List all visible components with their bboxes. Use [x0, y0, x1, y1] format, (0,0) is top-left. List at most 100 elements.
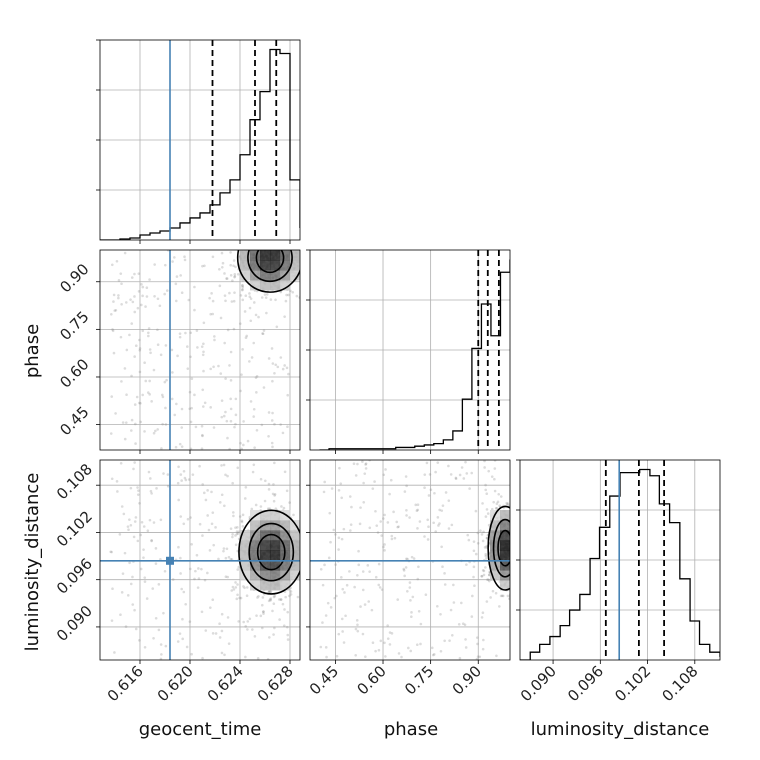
scatter-point [126, 525, 130, 528]
scatter-point [237, 530, 241, 533]
scatter-point [137, 272, 141, 275]
scatter-point [232, 327, 236, 331]
density-cell [240, 260, 251, 271]
scatter-point [243, 497, 247, 500]
scatter-point [272, 595, 276, 599]
scatter-point [260, 603, 264, 607]
density-cell [270, 520, 281, 531]
scatter-point [272, 236, 275, 239]
scatter-point [128, 561, 131, 565]
scatter-point [476, 655, 480, 658]
scatter-point [383, 641, 386, 645]
scatter-point [277, 243, 280, 246]
scatter-point [222, 549, 225, 553]
injection-marker [166, 556, 174, 565]
scatter-point [461, 622, 465, 626]
scatter-point [131, 575, 134, 579]
scatter-point [134, 516, 138, 519]
scatter-point [511, 537, 514, 540]
scatter-point [262, 610, 265, 613]
scatter-point [241, 288, 244, 291]
scatter-point [512, 573, 515, 576]
scatter-point [380, 534, 384, 537]
scatter-point [501, 594, 505, 598]
scatter-point [136, 306, 140, 310]
scatter-point [201, 483, 204, 486]
scatter-point [170, 348, 174, 352]
scatter-point [145, 295, 149, 298]
density-cell [240, 550, 251, 561]
scatter-point [279, 598, 283, 601]
scatter-point [513, 535, 516, 538]
scatter-point [530, 533, 533, 536]
scatter-point [281, 217, 284, 220]
scatter-point [267, 411, 271, 414]
scatter-point [186, 345, 189, 348]
scatter-point [505, 503, 509, 506]
scatter-point [475, 636, 479, 639]
x-tick-label: 0.108 [659, 662, 702, 705]
scatter-point [212, 426, 216, 429]
scatter-point [310, 255, 313, 258]
scatter-point [465, 472, 469, 475]
scatter-point [272, 499, 276, 503]
scatter-point [434, 470, 437, 474]
scatter-point [269, 245, 272, 248]
scatter-point [397, 525, 400, 528]
scatter-point [480, 616, 484, 619]
scatter-point [179, 515, 183, 518]
scatter-point [283, 608, 286, 611]
scatter-point [211, 299, 215, 303]
x-axis-label-geocent-time: geocent_time [139, 719, 262, 740]
scatter-point [313, 255, 316, 258]
scatter-point [126, 594, 130, 597]
scatter-point [136, 486, 139, 489]
scatter-point [239, 596, 243, 600]
scatter-point [110, 312, 113, 316]
scatter-point [513, 524, 516, 527]
scatter-point [266, 658, 270, 660]
scatter-point [408, 586, 412, 589]
scatter-point [201, 264, 204, 268]
scatter-point [267, 434, 270, 438]
scatter-point [147, 470, 151, 474]
scatter-point [277, 241, 280, 244]
scatter-point [510, 580, 513, 583]
scatter-point [293, 232, 296, 235]
scatter-point [267, 488, 271, 491]
scatter-point [496, 500, 500, 504]
scatter-point [361, 460, 364, 463]
scatter-point [231, 481, 234, 485]
scatter-point [485, 557, 488, 560]
scatter-point [325, 655, 328, 659]
scatter-point [218, 501, 222, 504]
density-cell [290, 550, 300, 561]
scatter-point [293, 228, 296, 231]
scatter-point [339, 482, 343, 485]
scatter-point [111, 329, 115, 333]
scatter-point [487, 578, 490, 581]
scatter-point [146, 529, 150, 533]
scatter-point [125, 348, 129, 352]
scatter-point [285, 366, 289, 370]
density-cell [270, 540, 281, 551]
scatter-point [283, 216, 286, 219]
scatter-point [515, 549, 518, 552]
scatter-point [512, 568, 515, 571]
scatter-point [405, 484, 408, 488]
scatter-point [248, 295, 252, 299]
scatter-point [310, 533, 313, 536]
scatter-point [231, 533, 234, 536]
scatter-point [241, 284, 244, 288]
scatter-point [250, 226, 253, 229]
scatter-point [282, 624, 286, 627]
scatter-point [128, 333, 131, 337]
scatter-point [284, 595, 287, 599]
scatter-point [138, 338, 141, 342]
scatter-point [184, 478, 188, 482]
scatter-point [487, 469, 490, 473]
scatter-point [201, 534, 204, 537]
scatter-point [512, 535, 515, 538]
scatter-point [176, 481, 180, 485]
scatter-point [510, 522, 513, 525]
